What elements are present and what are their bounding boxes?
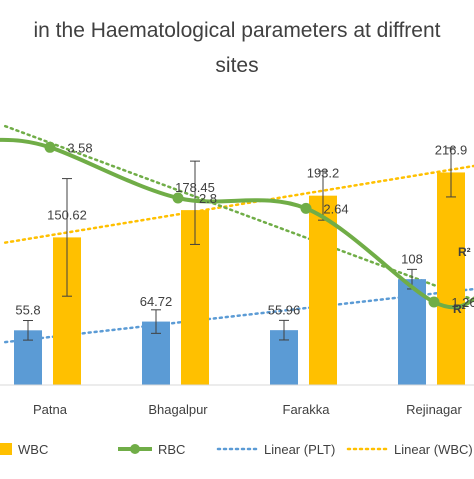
rbc-line	[0, 137, 474, 310]
rbc-data-label: 2.8	[199, 191, 217, 206]
data-labels: 55.8 64.72 55.96 108 150.62 178.45 193.2 216.9 3…	[15, 140, 474, 317]
category-label-farakka: Farakka	[283, 402, 331, 417]
bars	[14, 147, 465, 385]
rbc-point-farakka	[300, 202, 312, 214]
trendline-rbc	[3, 124, 474, 302]
legend-label: Linear (PLT)	[264, 442, 335, 457]
wbc-bar-rejinagar	[437, 172, 465, 385]
rbc-data-label: 2.64	[323, 201, 348, 216]
legend-swatch-wbc	[0, 443, 12, 455]
wbc-data-label: 193.2	[307, 166, 340, 181]
rbc-point-patna	[44, 141, 56, 153]
chart-title-line-1: in the Haematological parameters at diff…	[34, 19, 441, 42]
rbc-data-label: 1.26	[451, 295, 474, 310]
plt-data-label: 55.96	[268, 302, 301, 317]
plt-data-label: 64.72	[140, 294, 173, 309]
trendline-wbc	[3, 164, 474, 244]
plt-data-label: 108	[401, 251, 423, 266]
legend: WBC RBC Linear (PLT) Linear (WBC)	[0, 442, 473, 457]
category-label-patna: Patna	[33, 402, 68, 417]
wbc-data-label: 178.45	[175, 180, 215, 195]
wbc-bar-farakka	[309, 195, 337, 385]
r2-label-plt: R²	[453, 302, 466, 316]
plt-data-label: 55.8	[15, 303, 40, 318]
rbc-point-rejinagar	[428, 296, 440, 308]
plt-bar-rejinagar	[398, 279, 426, 385]
legend-label: RBC	[158, 442, 185, 457]
r2-label-rbc: R²	[458, 245, 471, 259]
category-labels: Patna Bhagalpur Farakka Rejinagar	[33, 402, 462, 417]
wbc-data-label: 216.9	[435, 142, 468, 157]
legend-label: Linear (WBC)	[394, 442, 473, 457]
category-label-rejinagar: Rejinagar	[406, 402, 462, 417]
legend-label: WBC	[18, 442, 48, 457]
legend-marker-rbc	[130, 444, 140, 454]
chart-title-line-2: sites	[215, 54, 258, 77]
rbc-data-label: 3.58	[67, 140, 92, 155]
category-label-bhagalpur: Bhagalpur	[148, 402, 208, 417]
rbc-point-bhagalpur	[172, 192, 184, 204]
wbc-data-label: 150.62	[47, 207, 87, 222]
